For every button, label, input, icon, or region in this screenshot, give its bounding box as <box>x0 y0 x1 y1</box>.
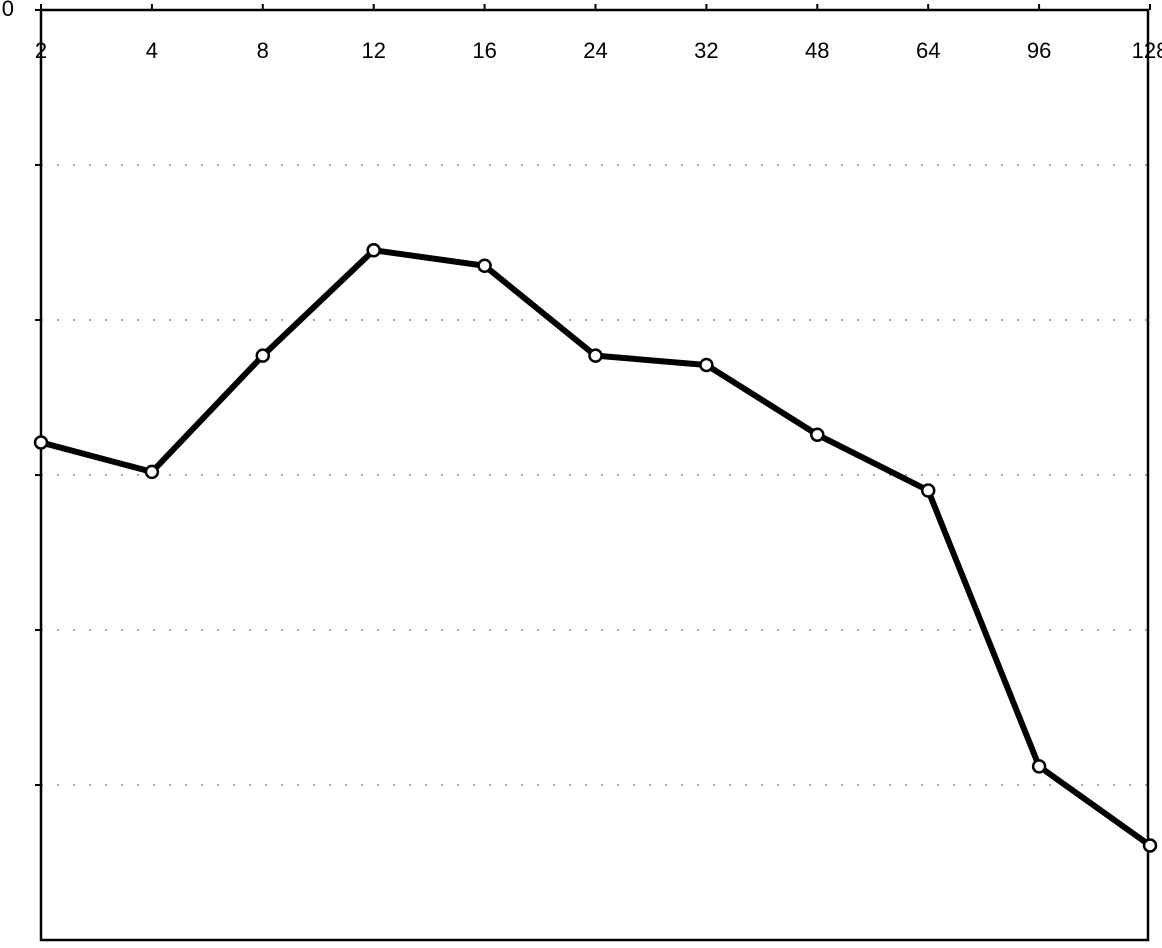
x-tick-label: 2 <box>35 38 47 63</box>
data-point <box>1031 759 1047 774</box>
data-point <box>588 348 603 363</box>
x-tick-label: 12 <box>361 38 385 63</box>
data-point <box>699 357 714 373</box>
data-point <box>33 435 49 450</box>
x-tick-label: 32 <box>694 38 718 63</box>
data-point <box>477 258 492 273</box>
x-tick-label: 4 <box>146 38 158 63</box>
data-point <box>920 483 936 498</box>
x-tick-label: 8 <box>257 38 269 63</box>
x-tick-label: 24 <box>583 38 607 63</box>
x-tick-label: 64 <box>916 38 940 63</box>
y-tick-label: 0 <box>2 0 14 21</box>
x-tick-label: 128 <box>1132 38 1162 63</box>
data-point <box>255 348 271 363</box>
x-tick-label: 96 <box>1027 38 1051 63</box>
data-point <box>366 243 381 258</box>
data-point <box>810 427 825 442</box>
x-tick-label: 48 <box>805 38 829 63</box>
data-point <box>144 464 160 480</box>
x-tick-label: 16 <box>472 38 496 63</box>
data-point <box>1142 838 1158 853</box>
